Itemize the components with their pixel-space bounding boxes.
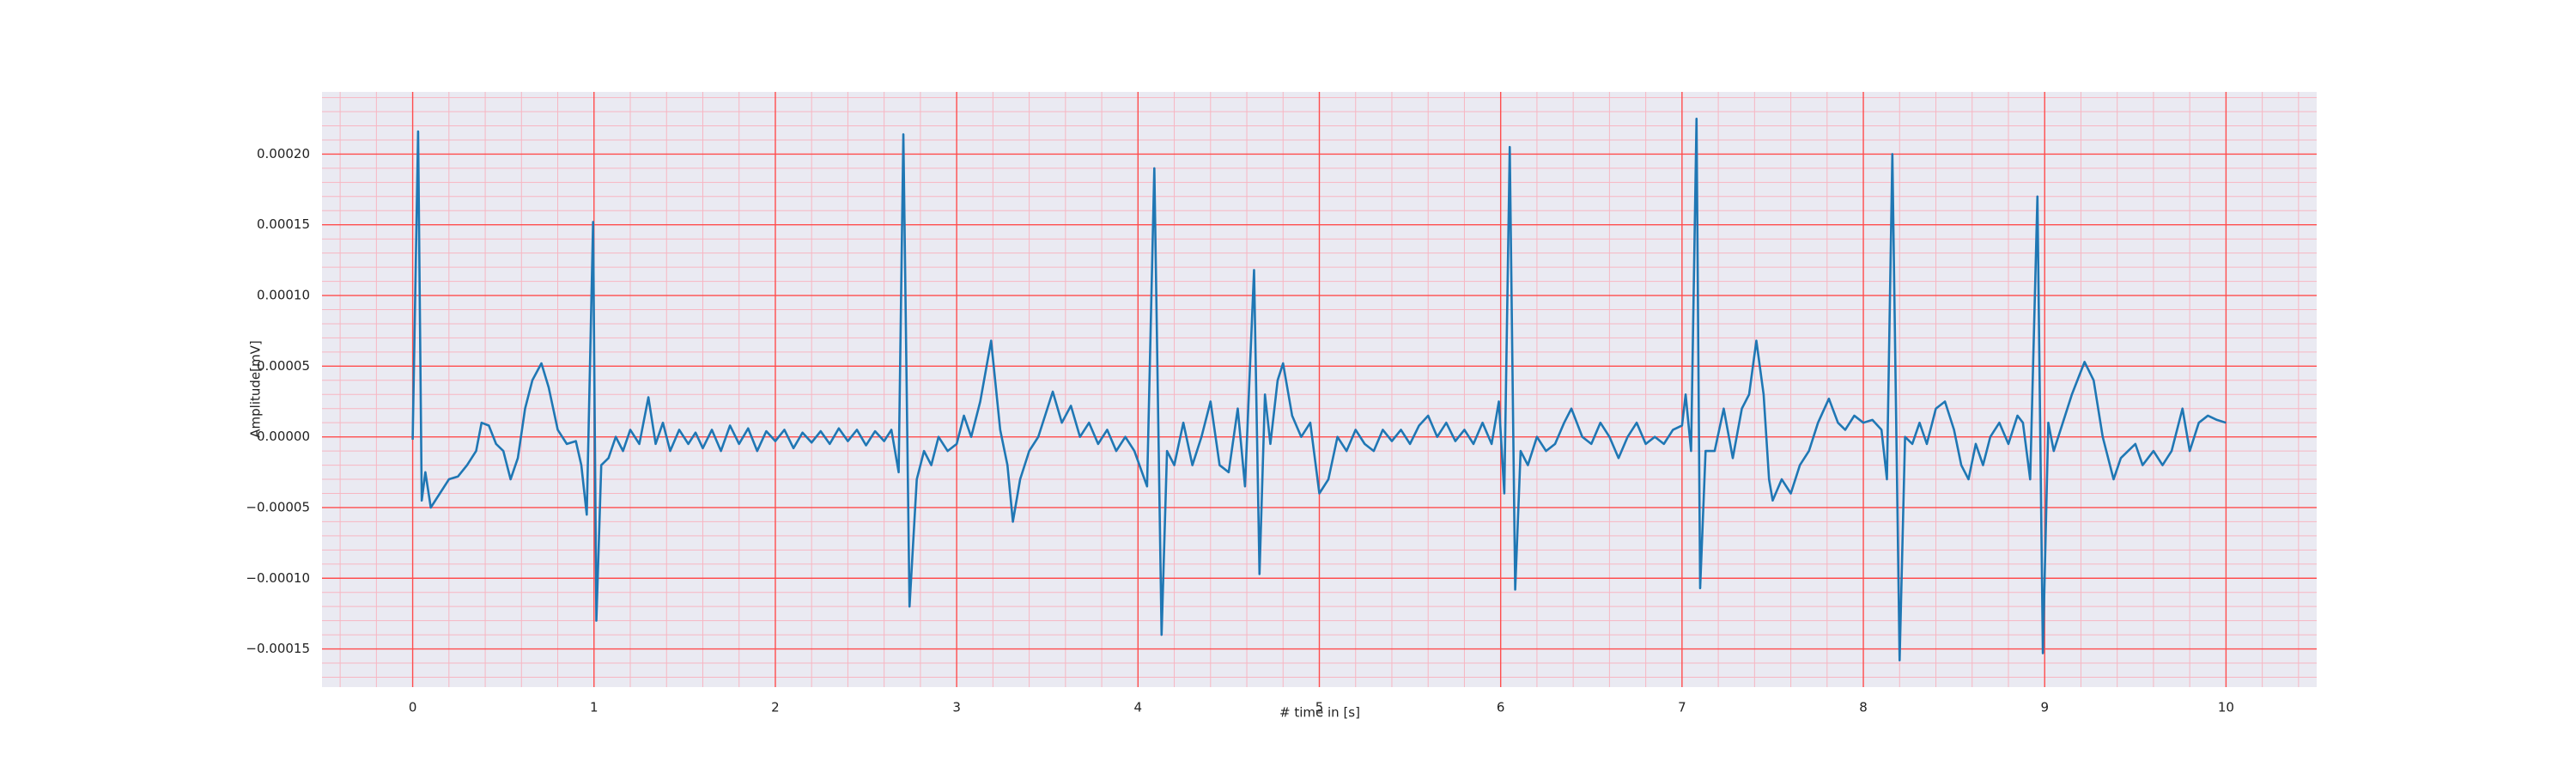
x-tick-label: 5 [1315,700,1324,715]
y-tick-label: −0.00015 [246,641,310,656]
x-tick-label: 0 [409,700,417,715]
x-tick-label: 8 [1859,700,1868,715]
x-tick-label: 4 [1134,700,1143,715]
y-axis-label: Amplitude[mV] [248,340,264,437]
y-tick-label: 0.00000 [257,429,310,444]
y-tick-label: 0.00020 [257,146,310,161]
x-axis-label: # time in [s] [1279,705,1360,721]
x-tick-label: 2 [771,700,780,715]
x-tick-label: 9 [2040,700,2049,715]
x-tick-label: 7 [1678,700,1686,715]
x-tick-label: 1 [590,700,598,715]
x-tick-label: 6 [1497,700,1505,715]
x-tick-label: 10 [2218,700,2234,715]
x-tick-label: 3 [952,700,961,715]
signal-line [411,117,2227,662]
y-tick-label: 0.00015 [257,216,310,232]
y-tick-label: 0.00005 [257,358,310,374]
y-tick-label: 0.00010 [257,288,310,303]
y-tick-label: −0.00005 [246,499,310,514]
y-tick-label: −0.00010 [246,570,310,586]
